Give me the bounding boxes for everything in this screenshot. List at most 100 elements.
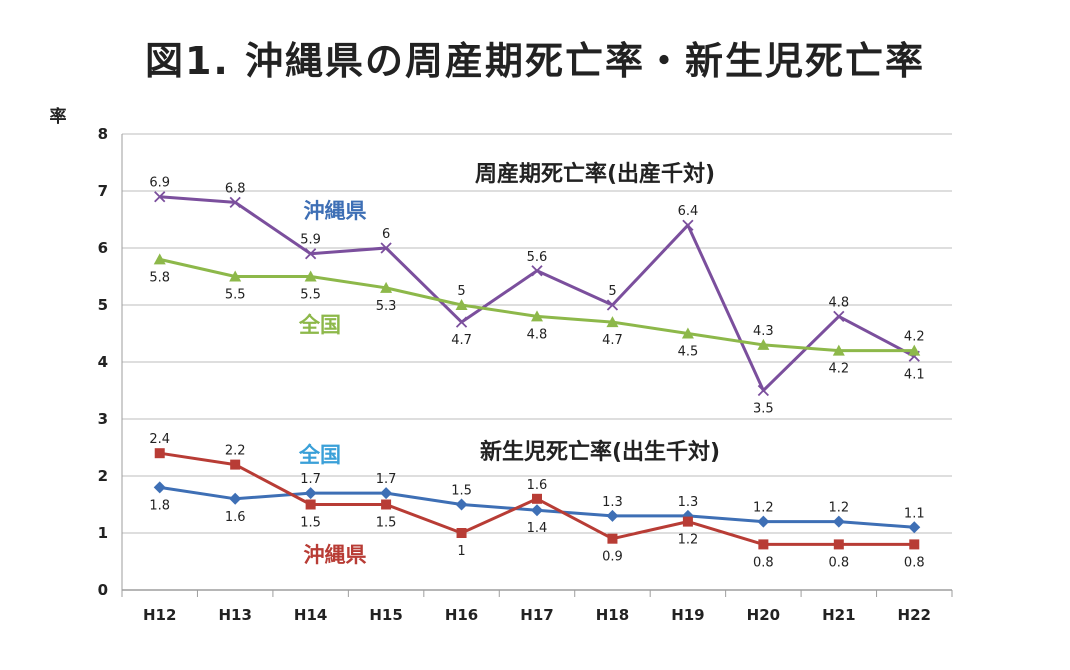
data-label: 5.3	[376, 299, 397, 314]
series-1-0: 1.8 1.6 1.7 1.7 1.5 1.4 1.3 1.3 1.2 1.2 1.1	[149, 472, 924, 536]
data-label: 4.8	[828, 295, 849, 310]
diamond-marker	[606, 509, 619, 522]
x-axis: H12 H13 H14 H15 H16 H17 H18 H19 H20 H21 H22	[121, 589, 953, 624]
triangle-marker	[229, 270, 242, 282]
triangle-marker	[153, 253, 166, 265]
series-layer: 6.9 6.85.9 64.75.656.43.54.84.15.85.5 5.55.…	[149, 176, 924, 571]
square-marker	[154, 448, 165, 459]
data-label: 1.3	[678, 495, 699, 510]
diamond-marker	[153, 481, 166, 494]
data-label: 4.7	[451, 333, 472, 348]
data-label: 2.4	[149, 432, 170, 447]
y-axis-label: 率	[50, 106, 67, 127]
data-label: 1.2	[753, 501, 774, 516]
series-line	[159, 195, 915, 392]
triangle-marker	[606, 316, 619, 328]
x-tick-label: H12	[143, 606, 176, 624]
y-tick-label: 3	[98, 410, 108, 428]
square-marker	[381, 499, 392, 510]
triangle-marker	[304, 270, 317, 282]
data-label: 5.8	[149, 270, 170, 285]
data-label: 1.7	[300, 472, 321, 487]
data-label: 4.7	[602, 333, 623, 348]
diamond-marker	[908, 521, 921, 534]
data-label: 1.5	[300, 516, 321, 531]
data-label: 4.2	[904, 330, 925, 345]
square-marker	[833, 539, 844, 550]
y-tick-label: 2	[98, 467, 108, 485]
diamond-marker	[455, 498, 468, 511]
y-tick-label: 8	[98, 125, 108, 143]
x-tick-label: H22	[898, 606, 931, 624]
chart-title: 図1. 沖縄県の周産期死亡率・新生児死亡率	[144, 39, 926, 83]
x-marker	[229, 196, 241, 209]
data-label: 2.2	[225, 444, 246, 459]
x-marker	[455, 316, 468, 328]
data-label: 1.4	[527, 521, 548, 536]
x-tick-label: H19	[671, 606, 704, 624]
data-label: 5	[608, 284, 616, 299]
diamond-marker	[229, 492, 242, 505]
data-label: 4.3	[753, 324, 774, 339]
series-label-perinatal-national: 全国	[298, 313, 341, 337]
data-label: 1.5	[376, 516, 397, 531]
x-tick-label: H14	[294, 606, 327, 624]
data-label: 1.7	[376, 472, 397, 487]
y-tick-label: 0	[98, 581, 108, 599]
square-marker	[909, 539, 920, 550]
data-label: 6.9	[149, 176, 170, 191]
x-marker	[833, 310, 845, 323]
data-label: 6.8	[225, 181, 246, 196]
data-label: 0.9	[602, 550, 623, 565]
y-tick-label: 7	[98, 182, 108, 200]
data-label: 0.8	[828, 555, 849, 570]
x-marker	[682, 219, 694, 231]
x-tick-label: H21	[822, 606, 855, 624]
data-label: 4.2	[828, 362, 849, 377]
data-label: 1.2	[828, 501, 849, 516]
data-label: 1.5	[451, 484, 472, 499]
data-label: 0.8	[904, 555, 925, 570]
x-tick-label: H13	[218, 606, 251, 624]
series-label-neonatal-okinawa: 沖縄県	[304, 543, 367, 567]
y-tick-label: 4	[98, 353, 108, 371]
data-label: 5.5	[300, 288, 321, 303]
data-label: 4.8	[527, 327, 548, 342]
x-marker	[304, 248, 317, 260]
y-tick-label: 1	[98, 524, 108, 542]
x-marker	[757, 384, 770, 397]
square-marker	[532, 493, 542, 504]
x-marker	[154, 191, 166, 203]
diamond-marker	[757, 515, 770, 528]
data-label: 1.2	[678, 533, 699, 548]
square-marker	[607, 533, 618, 544]
series-label-neonatal-national: 全国	[298, 443, 341, 467]
x-tick-label: H15	[369, 606, 402, 624]
data-label: 1.6	[225, 510, 246, 525]
data-label: 5	[457, 284, 465, 299]
data-label: 4.5	[678, 345, 699, 360]
x-tick-label: H18	[596, 606, 629, 624]
square-marker	[758, 539, 769, 550]
data-label: 6	[382, 227, 390, 242]
data-label: 5.9	[300, 233, 321, 248]
gridlines	[122, 133, 952, 534]
data-label: 5.5	[225, 288, 246, 303]
series-0-0: 6.9 6.8 5.9 6 4.7 5.6 5 6.4 3.5 4.8 4.1	[149, 176, 924, 417]
data-label: 1.3	[602, 495, 623, 510]
triangle-marker	[832, 344, 845, 356]
x-marker	[606, 299, 619, 311]
neonatal-subtitle: 新生児死亡率(出生千対)	[480, 439, 720, 465]
data-label: 5.6	[527, 250, 548, 265]
data-label: 1.6	[527, 478, 548, 493]
x-marker	[380, 242, 392, 254]
x-tick-label: H20	[747, 606, 780, 624]
data-label: 0.8	[753, 555, 774, 570]
x-marker	[531, 265, 543, 277]
data-label: 3.5	[753, 402, 774, 417]
y-tick-label: 6	[98, 239, 108, 257]
triangle-marker	[531, 310, 543, 322]
triangle-marker	[380, 281, 393, 293]
y-tick-label: 5	[98, 296, 108, 314]
